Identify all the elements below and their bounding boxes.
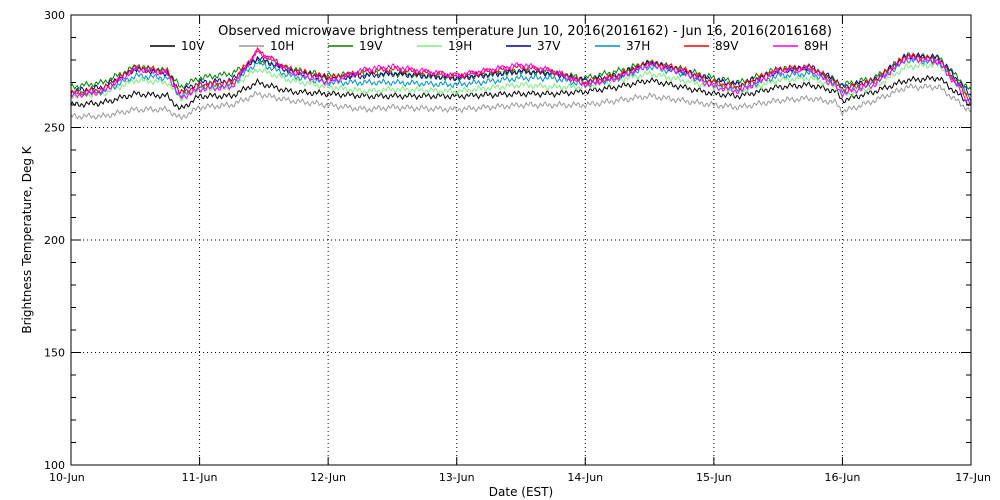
series-line-10h bbox=[70, 83, 972, 121]
y-tick-label: 200 bbox=[44, 234, 65, 247]
y-tick-label: 150 bbox=[44, 347, 65, 360]
series-lines bbox=[70, 46, 972, 121]
grid-lines bbox=[71, 15, 971, 465]
legend-label-89v: 89V bbox=[715, 39, 739, 53]
x-tick-label: 11-Jun bbox=[182, 471, 218, 484]
legend-label-19v: 19V bbox=[359, 39, 383, 53]
x-tick-label: 16-Jun bbox=[825, 471, 861, 484]
y-tick-label: 100 bbox=[44, 459, 65, 472]
y-tick-label: 300 bbox=[44, 9, 65, 22]
chart-title: Observed microwave brightness temperatur… bbox=[218, 24, 832, 39]
x-tick-label: 10-Jun bbox=[49, 471, 85, 484]
x-tick-label: 17-Jun bbox=[955, 471, 991, 484]
legend: 10V 10H 19V 19H 37V 37H 89V 89H bbox=[150, 39, 828, 53]
tick-labels: 100 150 200 250 300 10-Jun 11-Jun 12-Jun 13-Jun 1… bbox=[44, 9, 991, 484]
legend-label-10v: 10V bbox=[181, 39, 205, 53]
series-line-10v bbox=[70, 74, 972, 111]
legend-label-10h: 10H bbox=[270, 39, 294, 53]
ticks bbox=[70, 14, 972, 466]
x-tick-label: 12-Jun bbox=[310, 471, 346, 484]
legend-label-19h: 19H bbox=[448, 39, 472, 53]
y-axis-label: Brightness Temperature, Deg K bbox=[20, 145, 34, 333]
series-line-89h bbox=[70, 49, 972, 106]
y-tick-label: 250 bbox=[44, 122, 65, 135]
x-tick-label: 13-Jun bbox=[439, 471, 475, 484]
x-tick-label: 15-Jun bbox=[696, 471, 732, 484]
legend-label-37h: 37H bbox=[626, 39, 650, 53]
series-line-37h bbox=[70, 56, 972, 102]
legend-label-37v: 37V bbox=[537, 39, 561, 53]
legend-label-89h: 89H bbox=[804, 39, 828, 53]
x-tick-label: 14-Jun bbox=[567, 471, 603, 484]
x-axis-label: Date (EST) bbox=[489, 485, 553, 499]
